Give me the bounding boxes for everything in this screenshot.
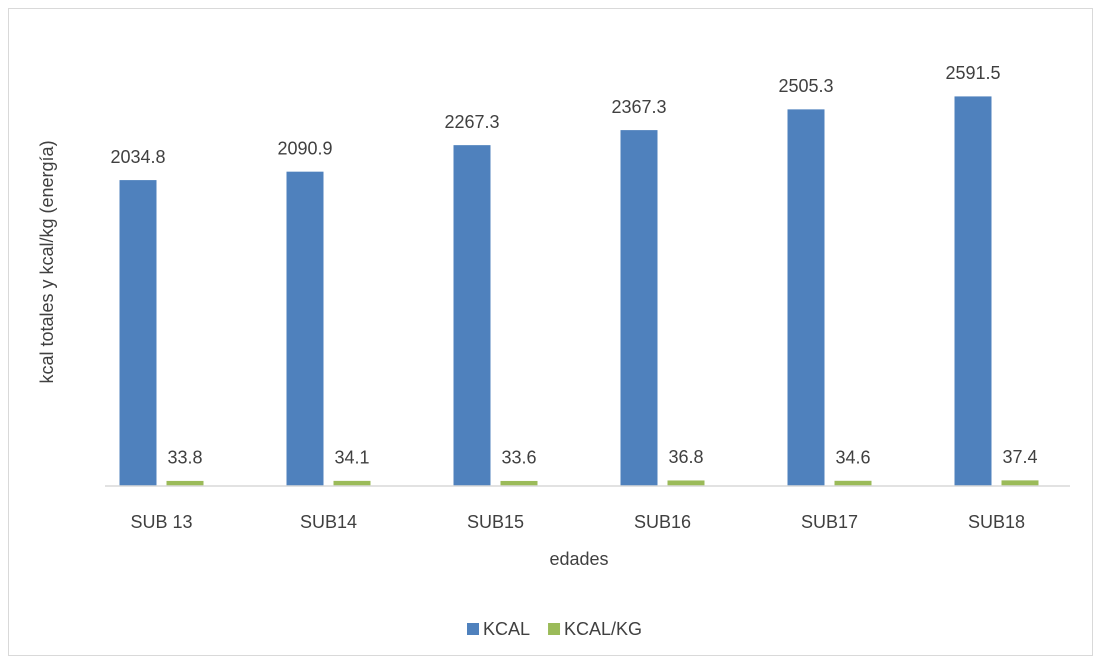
value-label: 2090.9: [277, 138, 332, 158]
legend-label: KCAL/KG: [564, 619, 642, 639]
bar: [453, 145, 491, 486]
bar: [1001, 480, 1039, 486]
value-label: 2367.3: [611, 97, 666, 117]
legend-swatch: [467, 623, 479, 635]
bar: [954, 96, 992, 486]
value-label: 2034.8: [110, 147, 165, 167]
value-label: 2505.3: [778, 76, 833, 96]
chart-frame: [8, 8, 1093, 656]
value-label: 33.6: [501, 448, 536, 468]
bar: [787, 109, 825, 486]
value-label: 34.6: [835, 448, 870, 468]
legend-swatch: [548, 623, 561, 635]
bar: [500, 480, 538, 486]
value-label: 2591.5: [945, 63, 1000, 83]
bar: [620, 130, 658, 486]
x-tick-label: SUB14: [300, 512, 357, 532]
bar: [286, 171, 324, 486]
bar: [834, 480, 872, 486]
x-tick-label: SUB 13: [130, 512, 192, 532]
value-label: 33.8: [167, 448, 202, 468]
legend-label: KCAL: [483, 619, 530, 639]
x-tick-label: SUB15: [467, 512, 524, 532]
bar: [166, 480, 204, 486]
y-axis-label: kcal totales y kcal/kg (energía): [37, 140, 57, 383]
value-label: 34.1: [334, 448, 369, 468]
x-axis-label: edades: [549, 549, 608, 569]
bar: [667, 480, 705, 486]
x-tick-label: SUB18: [968, 512, 1025, 532]
value-label: 36.8: [668, 447, 703, 467]
bar: [119, 180, 157, 486]
bar: [333, 480, 371, 486]
x-tick-label: SUB17: [801, 512, 858, 532]
value-label: 2267.3: [444, 112, 499, 132]
x-tick-label: SUB16: [634, 512, 691, 532]
value-label: 37.4: [1002, 447, 1037, 467]
